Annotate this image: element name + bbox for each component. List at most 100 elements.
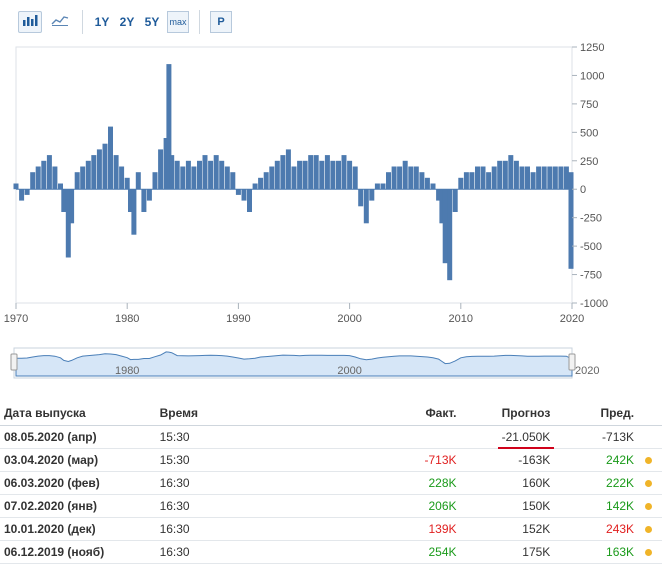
- chart-bar: [169, 155, 175, 190]
- chart-bar: [430, 183, 436, 190]
- chart-bar: [508, 155, 514, 190]
- row-date: 03.04.2020 (мар): [0, 448, 156, 472]
- table-row[interactable]: 08.05.2020 (апр) 15:30 -21.050K -713K: [0, 425, 662, 449]
- header-time[interactable]: Время: [155, 401, 379, 426]
- chart-bar: [52, 166, 58, 190]
- chart-bar: [336, 160, 341, 190]
- row-date: 08.05.2020 (апр): [0, 425, 156, 449]
- chart-bar: [413, 166, 419, 190]
- table-row[interactable]: 07.02.2020 (янв) 16:30 206K 150K 142K: [0, 494, 662, 518]
- chart-toolbar: 1Y 2Y 5Y max P: [0, 0, 662, 40]
- chart-bar: [65, 189, 71, 258]
- chart-bar: [297, 160, 303, 190]
- row-previous: 222K: [550, 471, 635, 495]
- row-previous: 163K: [550, 540, 635, 564]
- range-1y-button[interactable]: 1Y: [94, 15, 110, 29]
- navigator-right-handle[interactable]: [568, 353, 576, 371]
- line-chart-icon: [51, 13, 69, 31]
- chart-bar: [391, 166, 397, 190]
- y-tick-label: -1000: [580, 298, 608, 310]
- revision-dot-icon[interactable]: [644, 480, 652, 487]
- chart-bar: [19, 189, 25, 201]
- chart-bar: [41, 160, 47, 190]
- chart-bar: [185, 160, 191, 190]
- header-forecast[interactable]: Прогноз: [456, 401, 551, 426]
- chart-bar: [202, 155, 208, 190]
- chart-bar: [128, 189, 133, 212]
- table-header: Дата выпуска Время Факт. Прогноз Пред.: [0, 401, 662, 426]
- row-time: 16:30: [155, 517, 379, 541]
- chart-bar: [374, 183, 380, 190]
- row-date: 06.03.2020 (фев): [0, 471, 156, 495]
- chart-bar: [113, 155, 119, 190]
- row-importance: [634, 494, 662, 518]
- header-date[interactable]: Дата выпуска: [0, 401, 156, 426]
- chart-bar: [452, 189, 458, 212]
- navigator-left-handle[interactable]: [10, 353, 18, 371]
- row-importance: [634, 540, 662, 564]
- chart-bar: [541, 166, 547, 190]
- row-forecast: 150K: [456, 494, 551, 518]
- chart-bar: [469, 172, 475, 190]
- forecast-value: -163K: [518, 453, 551, 467]
- table-row[interactable]: 10.01.2020 (дек) 16:30 139K 152K 243K: [0, 517, 662, 541]
- chart-bar: [319, 160, 325, 190]
- row-forecast: -21.050K: [456, 425, 554, 449]
- y-tick-label: -750: [580, 270, 602, 282]
- revision-dot-icon[interactable]: [644, 549, 652, 556]
- revision-dot-icon[interactable]: [644, 503, 652, 510]
- range-5y-button[interactable]: 5Y: [144, 15, 160, 29]
- chart-bar: [96, 149, 102, 190]
- row-time: 15:30: [155, 425, 379, 449]
- chart-bar: [224, 166, 230, 190]
- revision-dot-icon[interactable]: [644, 526, 652, 533]
- chart-bar: [458, 177, 464, 190]
- toolbar-divider: [199, 10, 200, 34]
- header-actual[interactable]: Факт.: [378, 401, 457, 426]
- chart-bar: [108, 126, 113, 190]
- y-tick-label: -250: [580, 213, 602, 225]
- range-max-button[interactable]: max: [167, 11, 189, 33]
- chart-bar: [285, 149, 291, 190]
- chart-bar: [263, 172, 269, 190]
- chart-bar: [91, 155, 97, 190]
- chart-bar: [302, 160, 308, 190]
- bar-chart-icon: [22, 13, 38, 31]
- chart-bar: [380, 183, 386, 190]
- revision-dot-icon[interactable]: [644, 457, 652, 464]
- p-button[interactable]: P: [210, 11, 232, 33]
- chart-bar: [439, 189, 445, 224]
- events-table: Дата выпуска Время Факт. Прогноз Пред. 0…: [0, 401, 662, 564]
- chart-bar: [58, 183, 63, 190]
- chart-bar: [135, 172, 141, 190]
- chart-bar: [313, 155, 319, 190]
- row-previous: 242K: [550, 448, 635, 472]
- navigator[interactable]: 1980 2000 2020: [10, 347, 599, 379]
- chart-bar: [235, 189, 241, 195]
- line-chart-button[interactable]: [48, 11, 72, 33]
- row-importance: [634, 448, 662, 472]
- chart-bar: [131, 189, 137, 235]
- y-tick-label: 1000: [580, 70, 604, 82]
- chart-bar: [208, 160, 214, 190]
- navigator-series: [15, 351, 573, 377]
- row-date: 10.01.2020 (дек): [0, 517, 156, 541]
- chart-bar: [180, 166, 186, 190]
- chart-bar: [158, 149, 164, 190]
- x-tick-label: 1990: [226, 313, 250, 325]
- y-tick-label: 1250: [580, 42, 604, 54]
- chart-bar: [291, 166, 297, 190]
- table-row[interactable]: 06.03.2020 (фев) 16:30 228K 160K 222K: [0, 471, 662, 495]
- range-2y-button[interactable]: 2Y: [119, 15, 135, 29]
- bar-chart-button[interactable]: [18, 11, 42, 33]
- chart-bar: [258, 177, 264, 190]
- row-forecast: 160K: [456, 471, 551, 495]
- chart-bar: [146, 189, 152, 201]
- row-importance: [634, 517, 662, 541]
- chart-bar: [119, 166, 125, 190]
- table-row[interactable]: 06.12.2019 (нояб) 16:30 254K 175K 163K: [0, 540, 662, 564]
- chart-bar: [80, 166, 86, 190]
- table-row[interactable]: 03.04.2020 (мар) 15:30 -713K -163K 242K: [0, 448, 662, 472]
- header-previous[interactable]: Пред.: [550, 401, 635, 426]
- chart-bar: [436, 189, 442, 201]
